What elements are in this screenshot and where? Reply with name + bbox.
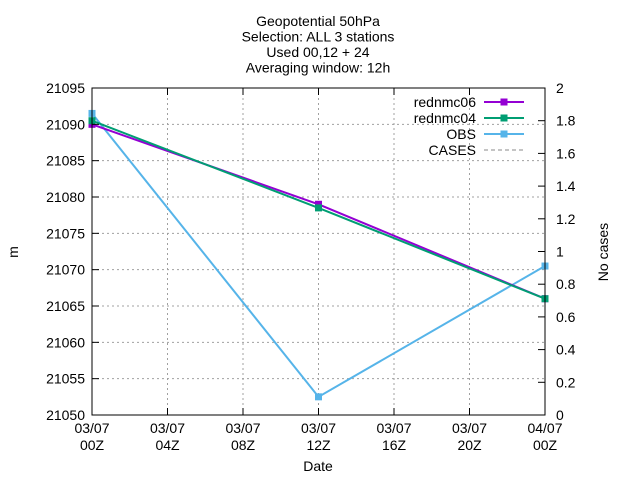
chart-title-line: Used 00,12 + 24 (266, 44, 369, 60)
y-tick-label: 21090 (46, 116, 85, 132)
axis-ticks (91, 87, 546, 416)
y2-axis-label: No cases (595, 223, 611, 281)
chart-title-line: Selection: ALL 3 stations (242, 29, 395, 45)
x-tick-label-hour: 12Z (306, 437, 331, 453)
y-tick-labels: 21050 21055 21060 21065 21070 21075 21080 21085… (46, 80, 85, 423)
x-tick-label-hour: 04Z (155, 437, 180, 453)
y-tick-label: 21065 (46, 298, 85, 314)
y-tick-label: 21085 (46, 153, 85, 169)
x-tick-label-date: 03/07 (74, 420, 109, 436)
y2-tick-label: 0.4 (556, 342, 576, 358)
y-axis-label: m (5, 246, 21, 258)
x-tick-label-hour: 00Z (533, 437, 558, 453)
x-tick-labels: 03/0700Z03/0704Z03/0708Z03/0712Z03/0716Z… (74, 420, 562, 453)
legend-item: OBS (446, 126, 524, 142)
legend-label: rednmc04 (414, 110, 476, 126)
legend-swatch-marker (500, 130, 508, 138)
legend-swatch-marker (500, 98, 508, 106)
y-tick-label: 21050 (46, 407, 85, 423)
y-tick-label: 21080 (46, 189, 85, 205)
series-line (91, 123, 546, 300)
y2-tick-label: 0.8 (556, 276, 576, 292)
y-tick-label: 21055 (46, 371, 85, 387)
legend-item: rednmc04 (414, 110, 524, 126)
x-tick-label-date: 03/07 (301, 420, 336, 436)
legend-label: rednmc06 (414, 94, 476, 110)
chart-title-line: Geopotential 50hPa (256, 13, 380, 29)
y-tick-label: 21070 (46, 262, 85, 278)
legend-item: CASES (429, 142, 524, 158)
legend-item: rednmc06 (414, 94, 524, 110)
y2-tick-label: 0.2 (556, 374, 576, 390)
plot-border (91, 87, 546, 416)
y2-tick-label: 1 (556, 244, 564, 260)
grid-lines (92, 88, 545, 415)
y2-tick-labels: 0 0.2 0.4 0.6 0.8 1 1.2 1.4 1.6 1.8 2 (556, 80, 576, 423)
y2-tick-label: 1.2 (556, 211, 576, 227)
data-point (315, 393, 322, 401)
y2-tick-label: 0 (556, 407, 564, 423)
x-tick-label-date: 03/07 (376, 420, 411, 436)
x-axis-label: Date (303, 458, 333, 474)
y2-tick-label: 0.6 (556, 309, 576, 325)
y-tick-label: 21095 (46, 80, 85, 96)
y2-tick-label: 1.8 (556, 113, 576, 129)
y2-tick-label: 2 (556, 80, 564, 96)
legend-label: OBS (446, 126, 476, 142)
legend-label: CASES (429, 142, 476, 158)
data-point (315, 204, 322, 212)
x-tick-label-date: 03/07 (150, 420, 185, 436)
y2-tick-label: 1.6 (556, 145, 576, 161)
x-tick-label-hour: 00Z (80, 437, 105, 453)
data-point (315, 200, 322, 208)
y2-tick-label: 1.4 (556, 178, 576, 194)
x-tick-label-date: 04/07 (527, 420, 562, 436)
x-tick-label-date: 03/07 (452, 420, 487, 436)
y-tick-label: 21060 (46, 334, 85, 350)
x-tick-label-hour: 16Z (382, 437, 407, 453)
x-tick-label-date: 03/07 (225, 420, 260, 436)
x-tick-label-hour: 20Z (457, 437, 482, 453)
y-tick-label: 21075 (46, 225, 85, 241)
chart-title-line: Averaging window: 12h (246, 60, 391, 76)
x-tick-label-hour: 08Z (231, 437, 256, 453)
legend-swatch-marker (500, 114, 508, 122)
